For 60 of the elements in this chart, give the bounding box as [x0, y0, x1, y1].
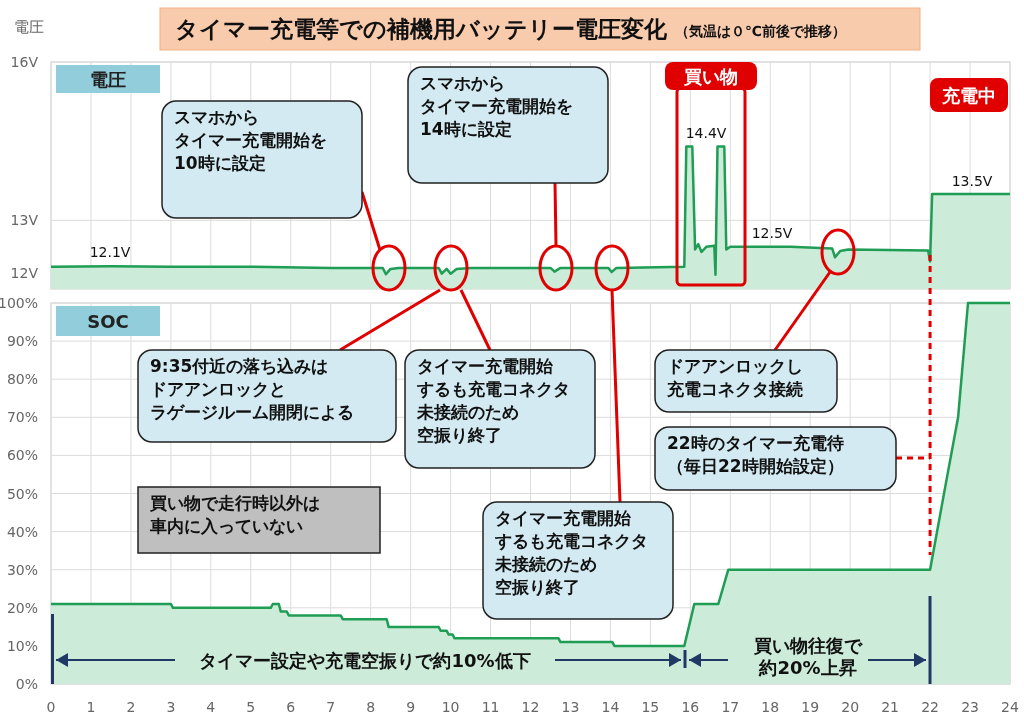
y-tick-label: 80%: [6, 371, 38, 388]
y-tick-label: 30%: [6, 561, 38, 578]
x-tick-label: 0: [46, 699, 56, 715]
y-tick-label: 13V: [10, 212, 39, 229]
annotation: タイマー充電開始するも充電コネクタ未接続のため空振り終了: [416, 356, 570, 445]
annotation: 9:35付近の落ち込みはドアアンロックとラゲージルーム開閉による: [150, 356, 354, 422]
y-tick-label: 40%: [6, 523, 38, 540]
y-tick-label: 100%: [0, 295, 38, 311]
y-tick-label: 50%: [6, 485, 38, 502]
annotation: 12.1V: [89, 244, 131, 260]
annotation: ドアアンロックし充電コネクタ接続: [666, 356, 803, 399]
annotation: タイマー設定や充電空振りで約10%低下: [199, 650, 531, 671]
annotation: 買い物: [683, 66, 738, 87]
x-tick-label: 11: [481, 699, 500, 715]
x-tick-label: 4: [206, 699, 216, 715]
y-axis-title: 電圧: [14, 18, 44, 36]
y-tick-label: 16V: [10, 54, 39, 70]
annotation: 充電中: [941, 85, 996, 106]
annotation: 13.5V: [951, 173, 993, 189]
text: SOC: [87, 311, 129, 332]
annotation: スマホからタイマー充電開始を14時に設定: [420, 73, 573, 139]
x-tick-label: 23: [961, 699, 979, 715]
x-tick-label: 6: [286, 699, 296, 715]
x-tick-label: 9: [406, 699, 416, 715]
y-tick-label: 20%: [6, 599, 38, 616]
annotation: 12.5V: [751, 225, 793, 241]
x-tick-label: 19: [801, 699, 820, 715]
x-tick-label: 16: [681, 699, 700, 715]
x-tick-label: 5: [246, 699, 256, 715]
x-tick-label: 3: [166, 699, 176, 715]
y-tick-label: 12V: [10, 265, 39, 282]
x-tick-label: 22: [921, 699, 939, 715]
x-tick-label: 7: [326, 699, 336, 715]
x-tick-label: 8: [366, 699, 376, 715]
y-tick-label: 60%: [6, 447, 38, 464]
annotation: 14.4V: [685, 125, 727, 141]
annotation: 買い物で走行時以外は車内に入っていない: [149, 493, 320, 536]
x-tick-label: 13: [561, 699, 580, 715]
annotation: タイマー充電開始するも充電コネクタ未接続のため空振り終了: [494, 508, 648, 597]
x-tick-label: 15: [641, 699, 660, 715]
x-tick-label: 10: [441, 699, 460, 715]
chart-subtitle: （気温は０℃前後で推移）: [675, 23, 846, 39]
y-tick-label: 90%: [6, 333, 38, 350]
x-tick-label: 1: [86, 699, 96, 715]
x-tick-label: 12: [521, 699, 540, 715]
x-tick-label: 18: [761, 699, 780, 715]
annotation: スマホからタイマー充電開始を10時に設定: [174, 107, 327, 173]
x-tick-label: 20: [841, 699, 860, 715]
x-tick-label: 17: [721, 699, 740, 715]
x-tick-label: 14: [601, 699, 620, 715]
annotation: 電圧: [90, 69, 126, 90]
x-tick-label: 2: [126, 699, 136, 715]
x-tick-label: 24: [1001, 699, 1019, 715]
chart-title: タイマー充電等での補機用バッテリー電圧変化: [175, 16, 668, 42]
annotation: 22時のタイマー充電待（毎日22時開始設定）: [667, 433, 844, 476]
x-tick-label: 21: [881, 699, 900, 715]
y-tick-label: 0%: [15, 676, 38, 692]
y-tick-label: 10%: [6, 637, 38, 654]
y-tick-label: 70%: [6, 409, 38, 426]
annotation: 買い物往復で約20%上昇: [753, 635, 863, 678]
